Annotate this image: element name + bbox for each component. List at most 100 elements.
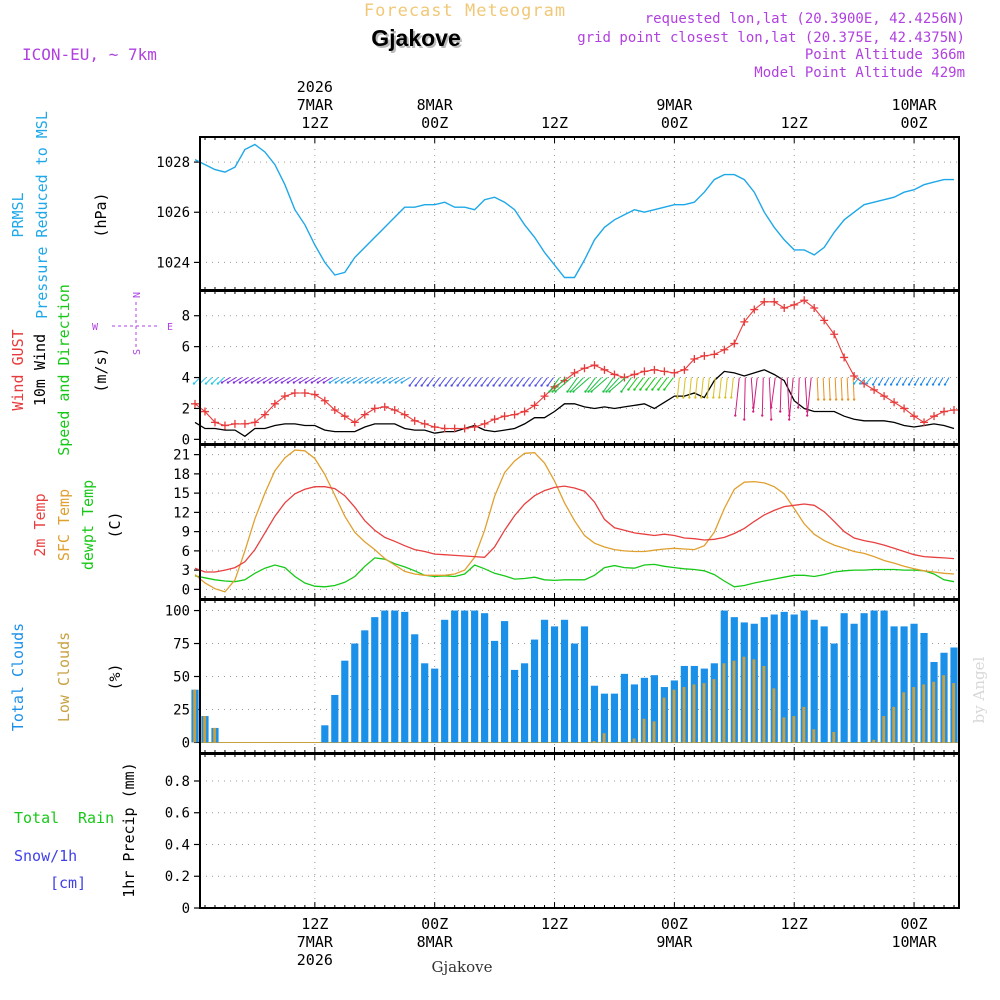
wind-direction-arrow (287, 377, 297, 383)
wind-gust-point (540, 392, 549, 401)
low-cloud-bar (193, 689, 197, 743)
wind-direction-arrowhead (688, 396, 691, 399)
temperature-ytick-label-4: 12 (173, 505, 190, 521)
wind-direction-arrow (834, 377, 837, 400)
wind-direction-arrowhead (450, 384, 453, 387)
wind-gust-point (670, 368, 679, 377)
total-cloud-bar (620, 673, 629, 743)
precipitation-panel: 0 0.2 0.4 0.6 0.8 (165, 754, 959, 917)
low-cloud-bar (882, 716, 886, 743)
low-cloud-bar (682, 687, 686, 743)
dewpoint-line (194, 557, 955, 588)
total-cloud-bar (910, 623, 918, 743)
total-cloud-bar (780, 611, 788, 743)
wind-direction-arrow (547, 377, 554, 386)
temp-2m-label: 2m Temp (31, 493, 49, 556)
total-cloud-bar (860, 613, 868, 743)
wind-direction-arrowhead (364, 381, 367, 384)
low-cloud-bar (792, 716, 796, 743)
wind-direction-arrow (205, 377, 213, 384)
wind-direction-arrow (865, 377, 872, 384)
total-cloud-bar (890, 626, 898, 743)
wind-direction-arrowhead (901, 383, 905, 386)
pressure-border (199, 136, 960, 291)
low-cloud-bar (672, 689, 676, 743)
wind-gust-point (350, 418, 359, 427)
wind-direction-arrow (712, 377, 716, 398)
wind-direction-arrowhead (492, 384, 495, 387)
wind-direction-arrow (359, 377, 369, 383)
wind-direction-arrowhead (587, 390, 590, 393)
wind-direction-arrow (257, 377, 267, 383)
total-cloud-bar (580, 626, 589, 743)
wind-direction-arrowhead (310, 381, 314, 384)
temperature-ytick-label-0: 0 (182, 582, 190, 598)
low-cloud-bar (942, 675, 946, 743)
wind-direction-arrow (211, 377, 219, 384)
precipitation-ytick-label-1: 0.2 (165, 869, 190, 885)
wind-direction-arrowhead (730, 396, 733, 399)
wind-direction-arrow (269, 377, 279, 383)
wind-direction-arrow (383, 377, 393, 383)
total-cloud-bar (411, 634, 419, 743)
wind-gust-point (770, 297, 779, 306)
wind-direction-arrow (640, 377, 650, 390)
wind-direction-arrow (761, 377, 764, 416)
wind-gust-point (700, 351, 709, 360)
wind-direction-arrowhead (752, 410, 755, 413)
bottom-axis-label: 9MAR (656, 933, 693, 951)
wind-direction-arrow (926, 377, 932, 385)
wind-direction-arrowhead (250, 381, 254, 384)
wind-direction-arrow (389, 377, 399, 383)
wind-gust-point (530, 401, 539, 410)
wind-direction-arrow (786, 377, 790, 416)
total-cloud-bar (630, 684, 639, 743)
temp-2m-line (194, 485, 955, 573)
wind-direction-arrow (828, 377, 831, 400)
low-cloud-bar (952, 683, 956, 743)
wind-direction-arrowhead (676, 396, 679, 399)
wind-direction-arrow (872, 377, 878, 385)
wind-gust-point (750, 305, 759, 314)
low-cloud-bar (662, 697, 666, 743)
wind-direction-arrowhead (528, 384, 531, 387)
wind-direction-arrow (317, 377, 327, 383)
wind-gust-point (470, 423, 479, 431)
wind-direction-arrow (305, 377, 315, 383)
wind-direction-arrowhead (304, 381, 308, 384)
wind-direction-arrowhead (883, 383, 887, 386)
wind-direction-arrow (718, 377, 722, 398)
wind-direction-arrowhead (645, 388, 648, 391)
total-cloud-bar (481, 613, 489, 743)
footer-location: Gjakove (431, 958, 492, 976)
wind-direction-arrow (227, 377, 237, 383)
temperature-border (199, 444, 960, 600)
wind-direction-arrowhead (370, 381, 373, 384)
wind-direction-arrowhead (706, 396, 709, 399)
temperature-panel: 0 3 6 9 12 15 18 21 (173, 445, 959, 599)
wind-panel: 0 2 4 6 8 (182, 291, 959, 448)
wind-direction-arrowhead (376, 381, 379, 384)
wind-direction-arrow (335, 377, 345, 383)
wind-direction-arrowhead (548, 390, 551, 393)
precipitation-ytick-label-2: 0.4 (165, 837, 190, 853)
wind-gust-point (191, 399, 200, 408)
wind-direction-arrowhead (540, 384, 543, 387)
wind-direction-arrowhead (694, 396, 697, 399)
wind-gust-point (440, 424, 449, 433)
wind-direction-arrow (853, 377, 860, 384)
wind-gust-point (360, 410, 369, 419)
wind-direction-arrowhead (462, 384, 465, 387)
wind-direction-arrow (859, 377, 866, 384)
wind-direction-arrowhead (788, 418, 791, 421)
wind-direction-arrow (651, 377, 662, 390)
top-axis-label: 12Z (301, 114, 328, 132)
compass-rose: N S W E (92, 292, 173, 355)
signature: by Angel (970, 656, 988, 723)
wind-panel-labels: Wind GUST 10m Wind Speed and Direction (… (9, 284, 173, 456)
total-cloud-bar (441, 619, 449, 743)
total-cloud-bar (790, 614, 798, 743)
wind-direction-arrow (251, 377, 261, 383)
low-cloud-bar (902, 692, 906, 743)
